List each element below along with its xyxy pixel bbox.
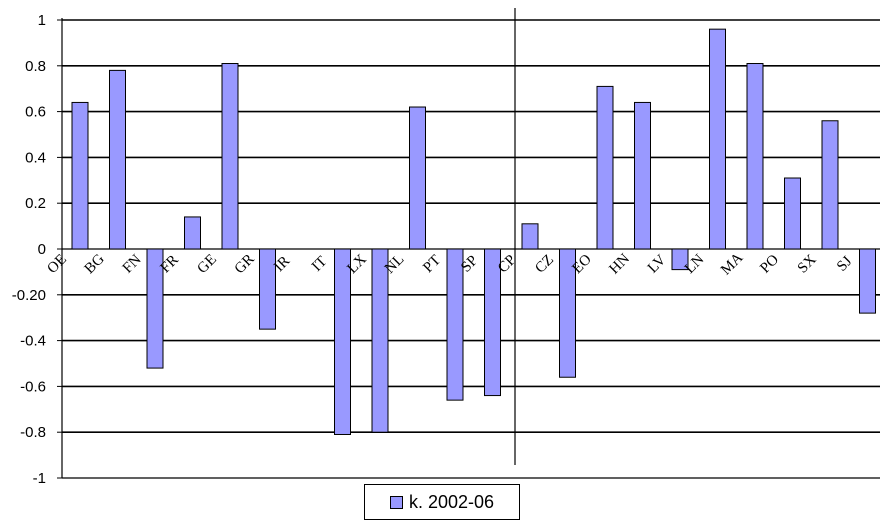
bar	[484, 248, 501, 397]
bar	[409, 106, 426, 250]
bar	[259, 248, 276, 330]
x-tick-label: GE	[194, 251, 219, 276]
y-tick-label: -0.4	[20, 333, 46, 350]
x-tick-label: MA	[718, 250, 747, 279]
bar	[221, 63, 239, 250]
bar	[859, 248, 876, 314]
legend-label: k. 2002-06	[408, 491, 495, 512]
x-tick-label: CZ	[532, 252, 557, 277]
x-tick-label: SX	[795, 252, 820, 277]
bar	[784, 177, 801, 250]
x-tick-label: FN	[120, 252, 145, 277]
bar	[446, 248, 464, 401]
y-tick-label: 0.8	[25, 58, 46, 75]
bar	[709, 28, 726, 250]
bar	[821, 120, 839, 250]
y-tick-label: 0	[38, 241, 46, 258]
bar	[746, 63, 764, 250]
y-tick-label: -0.8	[20, 424, 46, 441]
x-tick-label: IT	[309, 254, 330, 275]
bar	[634, 101, 651, 250]
x-tick-label: LV	[645, 252, 670, 277]
x-tick-label: PO	[757, 252, 782, 277]
x-tick-label: BG	[82, 251, 108, 277]
bar	[596, 85, 614, 250]
legend: k. 2002-06	[364, 484, 520, 520]
x-tick-label: SJ	[834, 253, 855, 274]
y-tick-label: 0.2	[25, 195, 46, 212]
x-tick-label: GR	[232, 251, 258, 277]
bar	[146, 248, 164, 369]
bar	[371, 248, 389, 433]
bar	[521, 223, 539, 250]
y-tick-label: 0.6	[25, 104, 46, 121]
x-tick-label: OE	[44, 251, 69, 276]
bar	[334, 248, 351, 435]
bar	[109, 69, 126, 250]
bar	[184, 216, 201, 250]
legend-swatch	[389, 495, 403, 509]
x-tick-label: HN	[606, 251, 633, 278]
y-tick-label: -0.20	[12, 287, 46, 304]
y-tick-label: 1	[38, 12, 46, 29]
bar	[671, 248, 689, 271]
y-tick-label: -0.6	[20, 378, 46, 395]
y-tick-label: 0.4	[25, 149, 46, 166]
bar	[71, 101, 89, 250]
y-tick-label: -1	[33, 470, 46, 487]
x-tick-label: PT	[420, 252, 444, 276]
bar	[559, 248, 576, 378]
